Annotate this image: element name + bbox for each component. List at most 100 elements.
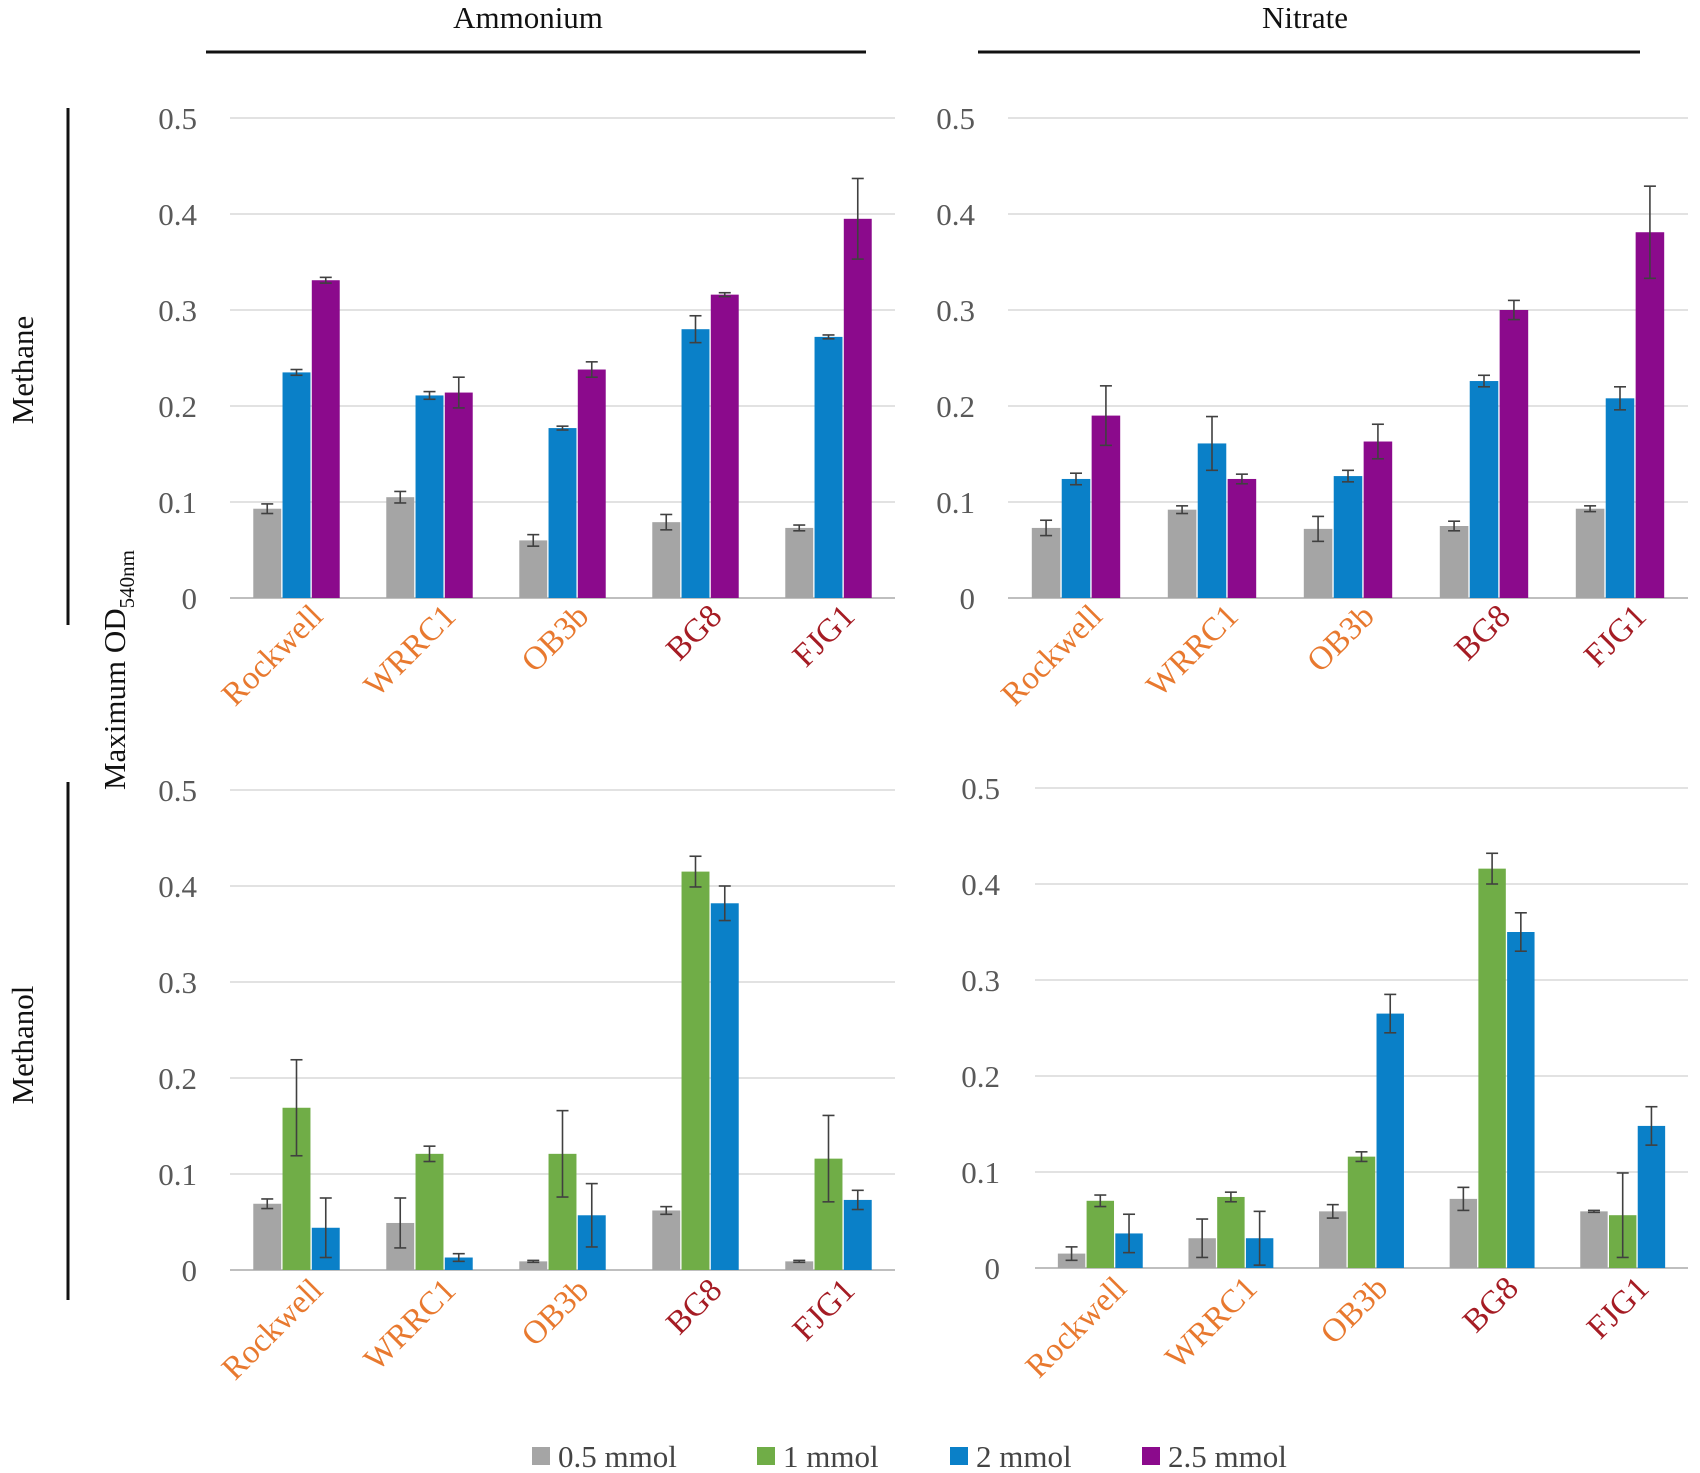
bar-2-mmol-OB3b <box>548 428 577 598</box>
y-tick-label: 0.5 <box>961 771 1000 806</box>
error-bar <box>290 368 303 377</box>
y-tick-label: 0.4 <box>936 197 975 232</box>
legend-label: 2 mmol <box>976 1439 1072 1473</box>
error-bar <box>660 513 673 531</box>
bar-0-5-mmol-OB3b <box>519 1261 548 1270</box>
x-tick-label-Rockwell: Rockwell <box>215 598 330 713</box>
x-tick-label-Rockwell: Rockwell <box>995 598 1110 713</box>
y-tick-label: 0 <box>960 581 976 616</box>
error-bar <box>1614 385 1626 411</box>
error-bar <box>1507 299 1520 321</box>
error-bar <box>1070 472 1082 486</box>
panel-methanol-ammonium: 0 0.1 0.2 0.3 0.4 0.5 Rockwell WRRC1 OB3b BG8 FJG1 <box>158 773 895 1387</box>
y-tick-label: 0.1 <box>158 485 197 520</box>
bar-2-mmol-FJG1 <box>1605 398 1635 598</box>
y-axis-label: Maximum OD540nm <box>97 550 139 790</box>
legend-swatch <box>757 1447 775 1465</box>
y-tick-label: 0.3 <box>158 293 197 328</box>
bar-0-5-mmol-Rockwell <box>253 1203 282 1270</box>
y-tick-label: 0.1 <box>936 485 975 520</box>
bar-2-5-mmol-FJG1 <box>1635 232 1665 599</box>
bar-2-mmol-OB3b <box>1376 1013 1404 1268</box>
error-bar <box>1326 1203 1339 1219</box>
legend-swatch <box>532 1447 550 1465</box>
error-bar <box>1616 1172 1629 1259</box>
error-bar <box>556 1109 569 1198</box>
y-tick-label: 0 <box>182 1253 198 1288</box>
x-tick-label-WRRC1: WRRC1 <box>357 1272 463 1378</box>
error-bar <box>1094 1194 1107 1208</box>
y-tick-label: 0.4 <box>158 197 197 232</box>
x-tick-label-WRRC1: WRRC1 <box>357 598 463 704</box>
x-tick-label-WRRC1: WRRC1 <box>1159 1270 1265 1376</box>
error-bar <box>585 1182 598 1248</box>
y-tick-label: 0.2 <box>158 1061 197 1096</box>
y-tick-label: 0.1 <box>961 1155 1000 1190</box>
panel-methane-nitrate: 0 0.1 0.2 0.3 0.4 0.5 Rockwell WRRC1 OB3b BG8 FJG1 <box>936 101 1688 713</box>
bar-2-mmol-BG8 <box>1469 381 1499 598</box>
bar-2-5-mmol-WRRC1 <box>444 392 473 598</box>
error-bar <box>1478 374 1490 388</box>
y-axis-label-sub: 540nm <box>115 550 139 608</box>
error-bar <box>319 276 332 284</box>
bar-2-mmol-BG8 <box>681 329 710 598</box>
bar-2-5-mmol-FJG1 <box>843 218 872 599</box>
y-tick-label: 0 <box>985 1251 1001 1286</box>
error-bar <box>585 361 598 379</box>
panel-methanol-nitrate: 0 0.1 0.2 0.3 0.4 0.5 Rockwell WRRC1 OB3b BG8 FJG1 <box>961 771 1688 1385</box>
bar-0-5-mmol-BG8 <box>1439 526 1469 598</box>
legend-swatch <box>1142 1447 1160 1465</box>
row-title-methanol: Methanol <box>5 986 40 1105</box>
bar-2-mmol-WRRC1 <box>444 1257 473 1270</box>
bar-2-5-mmol-BG8 <box>710 294 739 598</box>
legend: 0.5 mmol 1 mmol 2 mmol 2.5 mmol <box>532 1439 1287 1473</box>
x-tick-label-BG8: BG8 <box>1448 598 1518 668</box>
error-bar <box>1643 185 1656 280</box>
y-tick-label: 0.4 <box>158 869 197 904</box>
y-tick-label: 0.3 <box>961 963 1000 998</box>
error-bar <box>1342 469 1354 483</box>
x-tick-label-FJG1: FJG1 <box>786 1272 862 1348</box>
x-tick-label-FJG1: FJG1 <box>1578 598 1654 674</box>
error-bar <box>1206 415 1218 472</box>
bar-2-5-mmol-WRRC1 <box>1227 478 1257 598</box>
bar-0-5-mmol-FJG1 <box>1575 508 1605 598</box>
error-bar <box>1486 852 1499 885</box>
y-tick-label: 0.2 <box>961 1059 1000 1094</box>
error-bar <box>1645 1105 1658 1146</box>
error-bar <box>1448 520 1461 532</box>
error-bar <box>452 1252 465 1263</box>
error-bar <box>527 1259 540 1264</box>
bar-2-mmol-Rockwell <box>1061 478 1091 598</box>
error-bar <box>1040 519 1053 537</box>
y-tick-label: 0.3 <box>158 965 197 1000</box>
error-bar <box>793 524 806 532</box>
error-bar <box>452 376 465 409</box>
x-tick-label-OB3b: OB3b <box>1314 1270 1395 1351</box>
bar-1-mmol-WRRC1 <box>1217 1196 1245 1268</box>
bar-2-mmol-FJG1 <box>814 336 843 598</box>
error-bar <box>718 885 731 922</box>
error-bar <box>423 390 436 401</box>
error-bar <box>423 1145 436 1163</box>
bar-1-mmol-OB3b <box>1347 1156 1376 1268</box>
bar-2-mmol-BG8 <box>1507 932 1535 1268</box>
error-bar <box>1176 505 1189 515</box>
bar-0-5-mmol-Rockwell <box>1031 527 1061 598</box>
bar-0-5-mmol-WRRC1 <box>386 497 415 598</box>
legend-label: 0.5 mmol <box>558 1439 677 1473</box>
y-tick-label: 0.5 <box>936 101 975 136</box>
bar-2-mmol-WRRC1 <box>415 395 444 598</box>
error-bar <box>660 1205 673 1216</box>
error-bar <box>1514 911 1527 953</box>
y-tick-label: 0 <box>182 581 198 616</box>
bar-0-5-mmol-FJG1 <box>1580 1211 1608 1268</box>
bar-0-5-mmol-OB3b <box>519 540 548 598</box>
x-tick-label-FJG1: FJG1 <box>1580 1270 1656 1346</box>
y-tick-label: 0.2 <box>158 389 197 424</box>
x-tick-label-FJG1: FJG1 <box>786 598 862 674</box>
bar-1-mmol-WRRC1 <box>415 1153 444 1270</box>
error-bar <box>793 1259 806 1264</box>
x-tick-label-BG8: BG8 <box>660 1272 730 1342</box>
